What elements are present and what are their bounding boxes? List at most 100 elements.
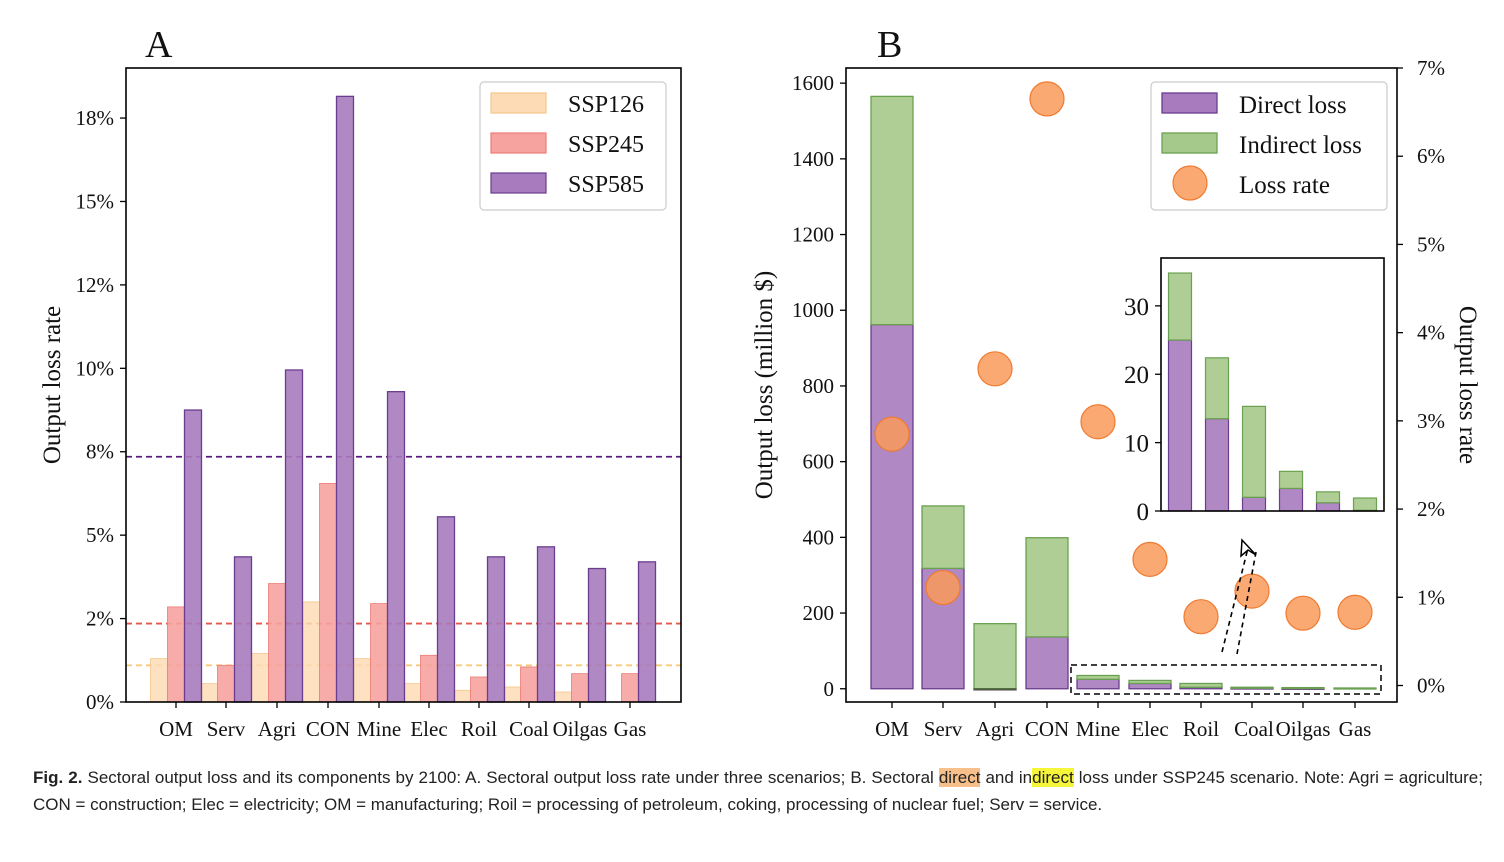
caption-text-1: Sectoral output loss and its components …: [87, 768, 934, 787]
bar-ssp126-oilgas: [554, 691, 572, 703]
inset-bar-direct-roil: [1241, 496, 1267, 512]
x-tick-label: Elec: [1131, 717, 1168, 741]
x-tick-label: Mine: [357, 717, 401, 741]
panel-b-label: B: [877, 24, 902, 66]
legend-swatch-ssp126: [490, 92, 547, 114]
bar-indirect-roil: [1179, 682, 1223, 688]
bar-ssp126-mine: [353, 658, 371, 703]
panel-b-y-axis-label: Output loss (million $): [751, 271, 778, 499]
inset-bar-indirect-roil: [1241, 405, 1267, 498]
legend-swatch-direct-loss: [1161, 92, 1218, 114]
y2-tick-label: 2%: [1417, 497, 1445, 521]
bar-ssp126-con: [302, 601, 320, 703]
bar-ssp585-gas: [637, 561, 657, 703]
x-tick-label: CON: [306, 717, 350, 741]
inset-chart: 0 10 20 30: [1124, 257, 1385, 526]
inset-y-tick-label: 0: [1137, 499, 1150, 526]
panel-a-y-axis-label: Output loss rate: [39, 306, 66, 464]
inset-bar-direct-elec: [1204, 418, 1230, 512]
y-tick-label: 15%: [76, 189, 115, 213]
x-tick-label: Gas: [1339, 717, 1372, 741]
inset-frame: [1160, 257, 1385, 512]
x-tick-label: Mine: [1076, 717, 1120, 741]
panel-a-label: A: [145, 24, 173, 66]
x-tick-label: Roil: [1183, 717, 1219, 741]
loss-rate-point-con: [1029, 81, 1065, 117]
y2-tick-label: 0%: [1417, 674, 1445, 698]
y-tick-label: 200: [803, 601, 835, 625]
x-tick-label: Oilgas: [1276, 717, 1331, 741]
legend-swatch-ssp585: [490, 172, 547, 194]
loss-rate-point-mine: [1080, 404, 1116, 440]
bar-ssp245-agri: [268, 583, 286, 703]
bar-ssp245-oilgas: [571, 673, 589, 703]
caption-highlight-indirect: direct: [1032, 768, 1074, 787]
bar-ssp245-mine: [370, 603, 388, 703]
bar-indirect-mine: [1076, 674, 1120, 680]
y2-tick-label: 7%: [1417, 56, 1445, 80]
y-tick-label: 18%: [76, 106, 115, 130]
y-tick-label: 2%: [86, 607, 114, 631]
x-tick-label: Oilgas: [553, 717, 608, 741]
bar-ssp126-agri: [251, 653, 269, 703]
y-tick-label: 1600: [792, 71, 834, 95]
bar-ssp585-roil: [486, 556, 506, 703]
bar-ssp245-elec: [420, 654, 438, 703]
caption-text-3: loss under SSP245 scenario. Note: Agri =…: [33, 768, 1483, 814]
bar-indirect-coal: [1230, 686, 1274, 689]
bar-direct-om: [870, 323, 914, 690]
bar-indirect-agri: [973, 622, 1017, 690]
panel-b-frame: [845, 67, 1398, 703]
bar-ssp585-con: [335, 95, 355, 703]
x-tick-label: Coal: [509, 717, 549, 741]
bar-ssp245-coal: [520, 666, 538, 703]
legend-label-direct-loss: Direct loss: [1239, 92, 1347, 119]
x-tick-label: Serv: [924, 717, 963, 741]
inset-bar-indirect-mine: [1167, 272, 1193, 341]
legend-swatch-loss-rate: [1172, 165, 1208, 201]
y-tick-label: 10%: [76, 356, 115, 380]
bar-ssp585-agri: [284, 369, 304, 703]
loss-rate-point-om: [874, 416, 910, 452]
inset-bar-direct-oilgas: [1315, 502, 1341, 512]
bar-ssp126-serv: [200, 683, 218, 703]
x-tick-label: Agri: [258, 717, 297, 741]
bar-ssp126-roil: [453, 689, 471, 703]
x-tick-label: OM: [875, 717, 909, 741]
zoom-arrow: [1221, 538, 1257, 655]
inset-y-tick-label: 10: [1124, 431, 1149, 458]
inset-bar-indirect-gas: [1352, 497, 1378, 511]
bar-ssp585-coal: [536, 546, 556, 703]
panel-b-y2-axis-label: Output loss rate: [1454, 306, 1481, 464]
inset-bar-indirect-oilgas: [1315, 491, 1341, 504]
bar-ssp585-elec: [436, 516, 456, 703]
y2-tick-label: 4%: [1417, 321, 1445, 345]
loss-rate-point-elec: [1132, 541, 1168, 577]
loss-rate-point-agri: [977, 351, 1013, 387]
y-tick-label: 800: [803, 374, 835, 398]
bar-ssp245-om: [167, 606, 185, 703]
y-tick-label: 12%: [76, 273, 115, 297]
y-tick-label: 0: [824, 677, 835, 701]
x-tick-label: Serv: [207, 717, 246, 741]
y2-tick-label: 6%: [1417, 144, 1445, 168]
y-tick-label: 1000: [792, 298, 834, 322]
zoom-region-box: [1070, 664, 1382, 695]
x-tick-label: Coal: [1234, 717, 1274, 741]
bar-ssp245-gas: [621, 673, 639, 703]
legend-label-loss-rate: Loss rate: [1239, 172, 1330, 199]
inset-bar-direct-mine: [1167, 339, 1193, 512]
x-tick-label: Roil: [461, 717, 497, 741]
y-tick-label: 5%: [86, 523, 114, 547]
legend-swatch-indirect-loss: [1161, 132, 1218, 154]
bar-ssp126-elec: [403, 683, 421, 703]
inset-bar-indirect-elec: [1204, 357, 1230, 420]
legend-label-ssp126: SSP126: [568, 92, 644, 118]
bar-ssp585-serv: [233, 556, 253, 703]
bar-indirect-serv: [921, 505, 965, 570]
y-tick-label: 0%: [86, 690, 114, 714]
legend-swatch-ssp245: [490, 132, 547, 154]
inset-bar-indirect-coal: [1278, 470, 1304, 490]
y-tick-label: 8%: [86, 440, 114, 464]
